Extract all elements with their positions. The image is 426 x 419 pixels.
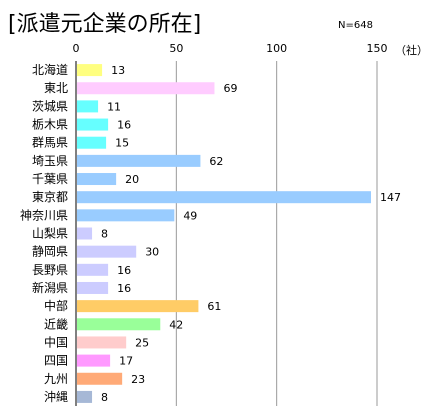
category-label: 東京都 xyxy=(32,190,68,204)
category-label: 静岡県 xyxy=(32,245,68,259)
value-label: 16 xyxy=(117,264,131,277)
value-label: 8 xyxy=(101,228,108,241)
bar xyxy=(77,300,199,313)
bar xyxy=(77,136,107,149)
value-label: 11 xyxy=(107,100,121,113)
category-label: 新潟県 xyxy=(32,280,68,295)
value-label: 62 xyxy=(209,155,223,168)
value-label: 147 xyxy=(380,191,401,204)
category-label: 中国 xyxy=(44,334,68,349)
value-label: 15 xyxy=(115,137,129,150)
bar xyxy=(77,118,109,131)
bar xyxy=(77,281,109,294)
value-label: 30 xyxy=(145,246,159,259)
value-label: 16 xyxy=(117,119,131,132)
value-label: 8 xyxy=(101,391,108,404)
x-tick-label: 50 xyxy=(169,42,183,55)
category-label: 中部 xyxy=(44,298,68,313)
category-label: 栃木県 xyxy=(32,118,68,132)
bar xyxy=(77,154,201,167)
category-label: 千葉県 xyxy=(32,172,68,186)
bar xyxy=(77,245,137,258)
x-tick-label: 100 xyxy=(266,42,287,55)
value-label: 13 xyxy=(111,64,125,77)
bar xyxy=(77,173,117,186)
category-label: 神奈川県 xyxy=(20,208,68,222)
bar xyxy=(77,64,103,77)
bar xyxy=(77,82,215,95)
x-tick-label: 0 xyxy=(73,42,80,55)
value-label: 61 xyxy=(207,300,221,313)
category-label: 東北 xyxy=(44,81,68,95)
bar xyxy=(77,318,161,331)
unit-label: （社） xyxy=(395,43,426,57)
chart-title: [派遣元企業の所在] xyxy=(8,12,202,37)
bar xyxy=(77,390,93,403)
bar xyxy=(77,191,371,204)
value-label: 49 xyxy=(183,209,197,222)
category-label: 長野県 xyxy=(32,263,68,277)
category-label: 茨城県 xyxy=(32,99,68,113)
bar xyxy=(77,227,93,240)
bar xyxy=(77,354,111,367)
bar xyxy=(77,100,99,113)
bar xyxy=(77,372,123,385)
value-label: 42 xyxy=(169,318,183,331)
category-label: 群馬県 xyxy=(32,136,68,150)
bar xyxy=(77,336,127,349)
value-label: 16 xyxy=(117,282,131,295)
category-label: 近畿 xyxy=(44,317,68,331)
category-label: 九州 xyxy=(44,372,68,386)
bar xyxy=(77,209,175,222)
bar xyxy=(77,263,109,276)
sample-size-label: N=648 xyxy=(338,20,373,31)
category-label: 沖縄 xyxy=(44,389,68,404)
value-label: 69 xyxy=(223,82,237,95)
value-label: 20 xyxy=(125,173,139,186)
category-label: 埼玉県 xyxy=(32,154,68,168)
category-label: 北海道 xyxy=(32,62,68,77)
value-label: 17 xyxy=(119,355,133,368)
x-tick-label: 150 xyxy=(367,42,388,55)
value-label: 23 xyxy=(131,373,145,386)
category-label: 山梨県 xyxy=(32,227,68,241)
value-label: 25 xyxy=(135,336,149,349)
category-label: 四国 xyxy=(44,354,68,368)
